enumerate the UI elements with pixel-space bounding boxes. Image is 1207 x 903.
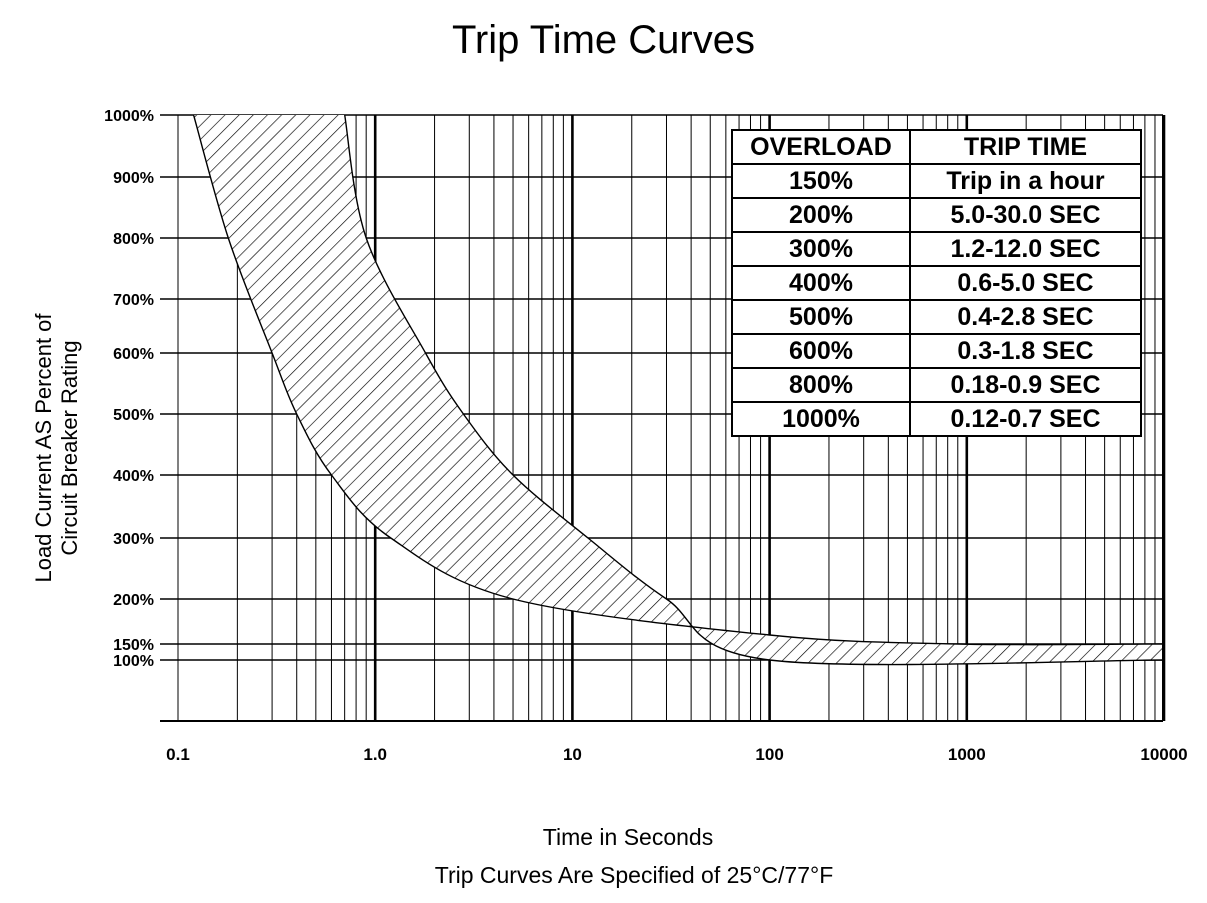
table-cell-trip-time: 0.18-0.9 SEC xyxy=(909,367,1142,403)
table-row: 150% Trip in a hour xyxy=(731,163,1142,199)
table-row: 300% 1.2-12.0 SEC xyxy=(731,231,1142,267)
x-tick-label: 0.1 xyxy=(166,745,190,764)
x-tick-label: 10 xyxy=(563,745,582,764)
table-row: 500% 0.4-2.8 SEC xyxy=(731,299,1142,335)
table-cell-trip-time: 0.4-2.8 SEC xyxy=(909,299,1142,335)
table-header-overload: OVERLOAD xyxy=(731,129,911,165)
y-tick-label: 400% xyxy=(113,468,154,485)
table-cell-overload: 1000% xyxy=(731,401,911,437)
plot-axes xyxy=(160,115,1164,722)
y-tick-label: 1000% xyxy=(104,108,154,125)
max-trip-curve xyxy=(344,115,1164,666)
table-cell-overload: 200% xyxy=(731,197,911,233)
y-tick-label: 500% xyxy=(113,407,154,424)
table-cell-overload: 500% xyxy=(731,299,911,335)
table-row: 200% 5.0-30.0 SEC xyxy=(731,197,1142,233)
table-header-row: OVERLOAD TRIP TIME xyxy=(731,129,1142,165)
table-cell-trip-time: 0.3-1.8 SEC xyxy=(909,333,1142,369)
y-tick-label: 800% xyxy=(113,231,154,248)
table-header-trip-time: TRIP TIME xyxy=(909,129,1142,165)
y-tick-label: 200% xyxy=(113,592,154,609)
chart-footnote: Trip Curves Are Specified of 25°C/77°F xyxy=(434,862,834,888)
table-cell-overload: 400% xyxy=(731,265,911,301)
x-tick-label: 100 xyxy=(755,745,783,764)
y-tick-label: 300% xyxy=(113,531,154,548)
trip-band xyxy=(192,115,1164,666)
table-row: 600% 0.3-1.8 SEC xyxy=(731,333,1142,369)
trip-time-table: OVERLOAD TRIP TIME 150% Trip in a hour 2… xyxy=(731,129,1142,437)
table-cell-trip-time: 0.12-0.7 SEC xyxy=(909,401,1142,437)
y-tick-label: 700% xyxy=(113,292,154,309)
table-row: 400% 0.6-5.0 SEC xyxy=(731,265,1142,301)
x-tick-label: 10000 xyxy=(1140,745,1187,764)
chart-title: Trip Time Curves xyxy=(451,18,755,62)
table-cell-overload: 150% xyxy=(731,163,911,199)
y-tick-label: 900% xyxy=(113,170,154,187)
y-tick-label: 600% xyxy=(113,346,154,363)
x-axis-label: Time in Seconds xyxy=(542,824,714,850)
table-cell-trip-time: 1.2-12.0 SEC xyxy=(909,231,1142,267)
x-tick-label: 1.0 xyxy=(363,745,387,764)
x-tick-label: 1000 xyxy=(948,745,986,764)
min-trip-curve xyxy=(192,115,1164,646)
x-tick-labels: 0.1 1.0 10 100 1000 10000 xyxy=(166,745,1187,764)
table-cell-trip-time: 0.6-5.0 SEC xyxy=(909,265,1142,301)
table-row: 1000% 0.12-0.7 SEC xyxy=(731,401,1142,437)
y-tick-labels: 100%150% 200% 300% 400% 500% 600% 700% 800% 900%… xyxy=(104,108,154,670)
table-cell-overload: 600% xyxy=(731,333,911,369)
table-cell-trip-time: Trip in a hour xyxy=(909,163,1142,199)
band-hatching xyxy=(193,115,1164,665)
y-tick-label: 100% xyxy=(113,653,154,670)
y-tick-label: 150% xyxy=(113,637,154,654)
table-cell-trip-time: 5.0-30.0 SEC xyxy=(909,197,1142,233)
table-cell-overload: 300% xyxy=(731,231,911,267)
table-cell-overload: 800% xyxy=(731,367,911,403)
table-row: 800% 0.18-0.9 SEC xyxy=(731,367,1142,403)
